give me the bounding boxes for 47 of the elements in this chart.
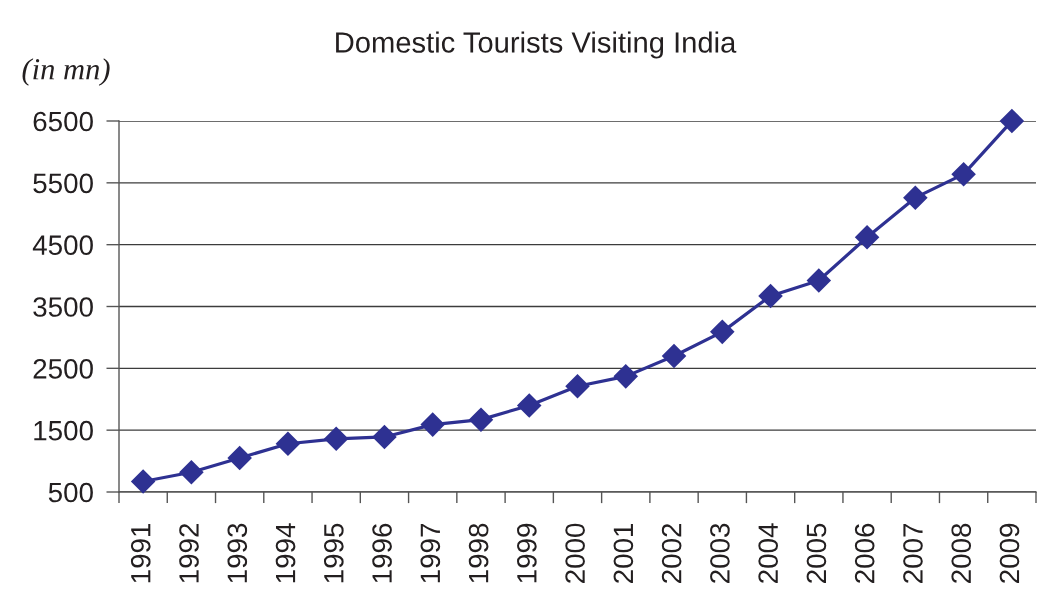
y-tick-label: 3500: [33, 297, 93, 317]
x-tick-label: 1999: [517, 523, 537, 583]
x-tick-label: 2000: [565, 523, 585, 583]
point: [323, 426, 349, 452]
x-tick-label: 1994: [275, 523, 296, 583]
x-tick-label: 2001: [613, 523, 634, 583]
point: [903, 185, 928, 210]
x-tick-label: 2002: [661, 523, 682, 583]
point: [806, 268, 832, 293]
point: [130, 469, 156, 494]
x-tick-label: 1997: [420, 523, 441, 583]
x-tick-label: 1998: [468, 523, 489, 583]
point: [710, 319, 735, 345]
chart-title: Domestic Tourists Visiting India: [336, 31, 737, 59]
x-tick-label: 2008: [951, 523, 972, 583]
x-tick-label: 2007: [903, 523, 923, 583]
y-axis-title: (in mn): [22, 58, 110, 86]
y-tick-label: 2500: [33, 359, 93, 379]
point: [179, 459, 204, 485]
point: [951, 161, 976, 187]
point: [516, 393, 542, 418]
point: [854, 224, 880, 250]
point: [420, 412, 445, 437]
point: [372, 424, 397, 450]
x-tick-label: 2005: [806, 523, 827, 583]
x-tick-label: 2006: [854, 523, 875, 583]
point: [758, 283, 783, 309]
point: [565, 373, 590, 399]
point: [275, 431, 301, 457]
point: [999, 108, 1025, 134]
y-tick-label: 4500: [32, 235, 93, 256]
y-tick-label: 500: [48, 482, 93, 503]
x-tick-label: 2003: [710, 523, 730, 583]
point: [661, 343, 687, 369]
y-tick-label: 1500: [34, 420, 93, 441]
x-tick-label: 1993: [227, 523, 248, 583]
x-tick-label: 2009: [999, 523, 1020, 583]
point: [613, 364, 639, 389]
x-tick-label: 1995: [323, 523, 344, 583]
x-tick-label: 1992: [179, 523, 199, 583]
point: [227, 445, 252, 471]
x-tick-label: 1996: [372, 523, 392, 583]
y-tick-label: 6500: [33, 111, 93, 132]
point: [468, 407, 494, 432]
x-tick-label: 2004: [758, 523, 779, 583]
y-tick-label: 5500: [33, 173, 93, 194]
x-tick-label: 1991: [130, 523, 151, 583]
